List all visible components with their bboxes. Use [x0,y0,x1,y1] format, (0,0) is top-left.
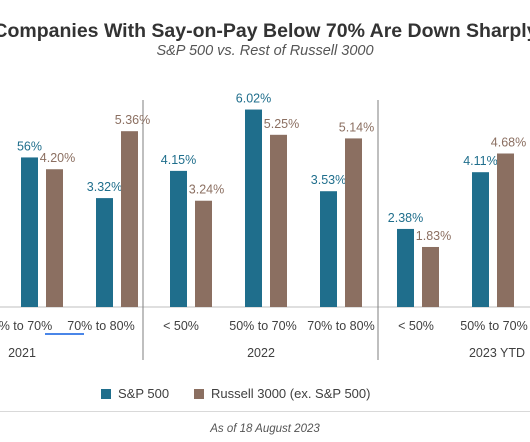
footer-divider [0,411,530,412]
data-label-russell-1: 4.20% [40,151,75,165]
chart-subtitle: S&P 500 vs. Rest of Russell 3000 [156,43,374,59]
legend-swatch-russell [194,389,204,399]
data-label-sp500-7: 4.11% [463,154,498,168]
data-label-russell-3: 3.24% [189,183,224,197]
data-label-sp500-6: 2.38% [388,211,423,225]
bar-sp500-1 [21,157,38,307]
category-label-2: < 50% [163,319,199,333]
bar-russell-4 [270,134,287,307]
bar-sp500-3 [170,170,187,307]
data-label-sp500-4: 6.02% [236,92,271,106]
legend-swatch-sp500 [101,389,111,399]
category-label-0: 0% to 70% [0,319,52,333]
data-label-sp500-2: 3.32% [87,180,122,194]
bar-sp500-6 [397,228,414,307]
data-label-sp500-1: 56% [17,139,42,153]
legend-label-sp500: S&P 500 [118,386,169,401]
bar-russell-6 [422,246,439,307]
year-label-2: 2023 YTD [469,346,525,360]
chart-title: Companies With Say-on-Pay Below 70% Are … [0,20,530,42]
data-label-sp500-5: 3.53% [311,173,346,187]
bar-russell-1 [46,169,63,307]
bar-russell-7 [497,153,514,307]
data-label-russell-2: 5.36% [115,113,150,127]
data-label-russell-6: 1.83% [416,229,451,243]
bar-russell-2 [121,131,138,307]
data-label-russell-5: 5.14% [339,120,374,134]
year-label-0: 2021 [8,346,36,360]
data-label-russell-7: 4.68% [491,135,526,149]
year-label-1: 2022 [247,346,275,360]
bar-sp500-7 [472,172,489,307]
category-label-3: 50% to 70% [229,319,296,333]
bar-sp500-2 [96,198,113,307]
data-label-russell-4: 5.25% [264,117,299,131]
legend-label-russell: Russell 3000 (ex. S&P 500) [211,386,370,401]
data-label-sp500-3: 4.15% [161,153,196,167]
bar-sp500-4 [245,109,262,307]
category-label-5: < 50% [398,319,434,333]
bar-russell-5 [345,138,362,307]
bar-sp500-5 [320,191,337,307]
category-label-1: 70% to 80% [67,319,134,333]
category-label-4: 70% to 80% [307,319,374,333]
category-label-6: 50% to 70% [460,319,527,333]
bar-russell-3 [195,200,212,307]
footer-note: As of 18 August 2023 [210,423,320,435]
